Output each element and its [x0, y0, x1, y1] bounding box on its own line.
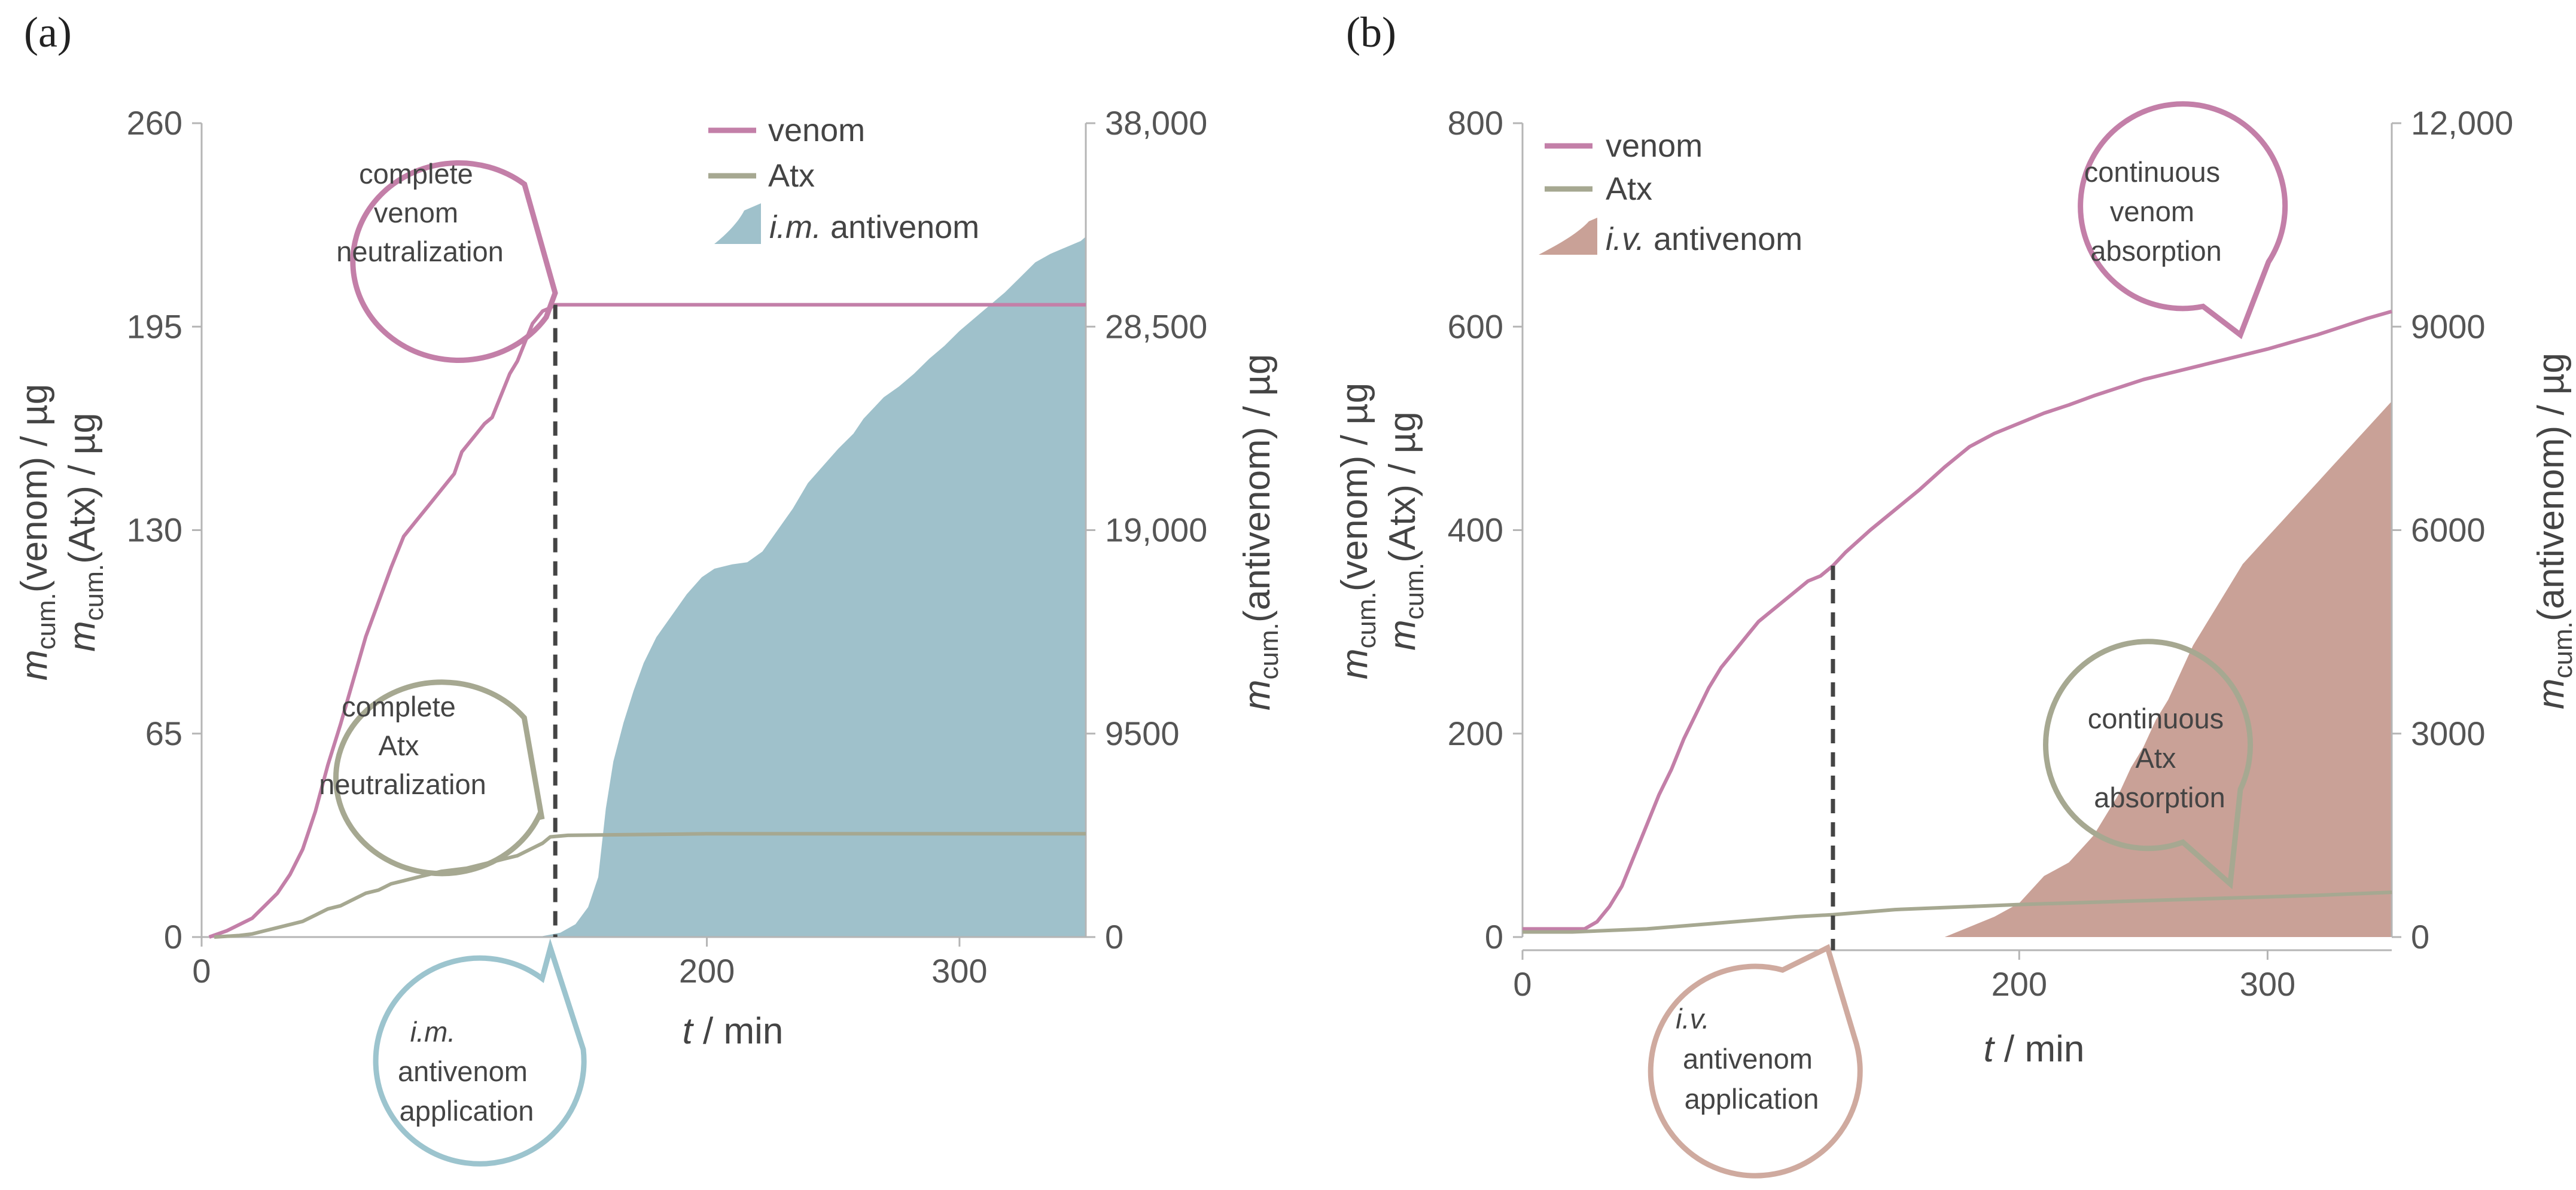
y-right-tick-label: 38,000	[1105, 104, 1207, 142]
y-right-tick-label: 9500	[1105, 715, 1180, 752]
callout-atx-text: complete Atx neutralization	[319, 691, 486, 800]
panel-b-area-layer	[1944, 401, 2392, 937]
x-tick-label: 300	[931, 952, 987, 990]
y-right-tick-label: 0	[1105, 918, 1123, 956]
y-right-tick-label: 9000	[2411, 307, 2486, 345]
x-tick-label: 200	[1992, 965, 2047, 1003]
callout-venom-text: continuous venom absorption	[2084, 156, 2228, 267]
x-tick-label: 300	[2240, 965, 2295, 1003]
y-right-tick-label: 19,000	[1105, 511, 1207, 549]
panel-b: (b) 0 200 3000200400600800030006000900012,…	[1334, 8, 2576, 1179]
panel-a-y-left-title-1: mcum.(venom) / µg	[14, 384, 61, 681]
panel-a-callout-atx: complete Atx neutralization	[319, 679, 545, 877]
panel-a: (a) 0 200 300 0 65 130 195 260 0 9500 19,000 28,500…	[14, 8, 1284, 1167]
y-left-tick-label: 130	[127, 511, 182, 549]
panel-a-x-axis-title: t / min	[683, 1011, 784, 1052]
antivenom-area	[1944, 401, 2392, 937]
y-left-tick-label: 195	[127, 307, 182, 345]
panel-a-legend: venom Atx i.m. antivenom	[708, 112, 979, 245]
y-right-tick-label: 6000	[2411, 511, 2486, 549]
y-left-tick-label: 0	[164, 918, 182, 956]
panel-b-legend: venom Atx i.v. antivenom	[1539, 128, 1802, 257]
panel-a-series-layer	[208, 303, 1086, 939]
y-right-tick-label: 3000	[2411, 715, 2486, 752]
panel-b-callout-venom: continuous venom absorption	[2078, 101, 2288, 340]
panel-b-y-left-title-1: mcum.(venom) / µg	[1334, 383, 1381, 679]
venom-line	[208, 303, 1086, 939]
y-left-tick-label: 65	[145, 715, 182, 752]
panel-a-label: (a)	[24, 8, 72, 56]
atx-line	[1523, 890, 2392, 934]
y-left-tick-label: 600	[1448, 307, 1503, 345]
antivenom-area	[537, 236, 1086, 937]
callout-venom-text: complete venom neutralization	[336, 158, 504, 267]
callout-iv-antivenom-text: i.v. antivenom application	[1676, 1003, 1820, 1115]
panel-b-callout-iv-antivenom: i.v. antivenom application	[1648, 944, 1863, 1179]
callout-im-antivenom-text: i.m. antivenom application	[398, 1016, 535, 1127]
panel-a-ticks: 0 200 300 0 65 130 195 260 0 9500 19,000 28,500 38,0…	[127, 104, 1208, 990]
panel-b-label: (b)	[1346, 8, 1396, 56]
panel-a-y-right-title: mcum.(antivenom) / µg	[1237, 354, 1284, 710]
y-left-tick-label: 200	[1448, 715, 1503, 752]
legend-venom-label: venom	[768, 112, 865, 148]
legend-im-antivenom-label: i.m. antivenom	[769, 209, 979, 245]
legend-im-antivenom-swatch	[714, 203, 761, 244]
panel-a-callout-im-antivenom: i.m. antivenom application	[373, 938, 587, 1167]
y-left-tick-label: 0	[1485, 918, 1503, 956]
y-left-tick-label: 800	[1448, 104, 1503, 142]
panel-a-area-layer	[537, 236, 1086, 937]
x-tick-label: 200	[679, 952, 735, 990]
callout-atx-text: continuous Atx absorption	[2088, 703, 2231, 813]
y-right-tick-label: 0	[2411, 918, 2429, 956]
legend-atx-label: Atx	[1606, 171, 1652, 207]
venom-line	[1523, 309, 2392, 931]
y-left-tick-label: 400	[1448, 511, 1503, 549]
y-right-tick-label: 12,000	[2411, 104, 2513, 142]
panel-a-y-left-title-2: mcum.(Atx) / µg	[62, 413, 109, 652]
panel-a-callout-venom: complete venom neutralization	[336, 158, 558, 363]
legend-iv-antivenom-label: i.v. antivenom	[1606, 221, 1802, 257]
y-left-tick-label: 260	[127, 104, 182, 142]
y-right-tick-label: 28,500	[1105, 307, 1207, 345]
legend-iv-antivenom-swatch	[1539, 218, 1597, 255]
panel-b-x-axis-title: t / min	[1984, 1029, 2085, 1070]
panel-b-callout-atx: continuous Atx absorption	[2043, 639, 2254, 890]
panel-b-y-left-title-2: mcum.(Atx) / µg	[1382, 411, 1429, 651]
panel-b-series-layer	[1523, 309, 2392, 950]
panel-b-y-right-title: mcum.(antivenom) / µg	[2531, 353, 2576, 709]
x-tick-label: 0	[1513, 965, 1531, 1003]
legend-venom-label: venom	[1606, 128, 1703, 164]
atx-line	[214, 832, 1086, 939]
x-tick-label: 0	[192, 952, 211, 990]
legend-atx-label: Atx	[768, 158, 815, 194]
